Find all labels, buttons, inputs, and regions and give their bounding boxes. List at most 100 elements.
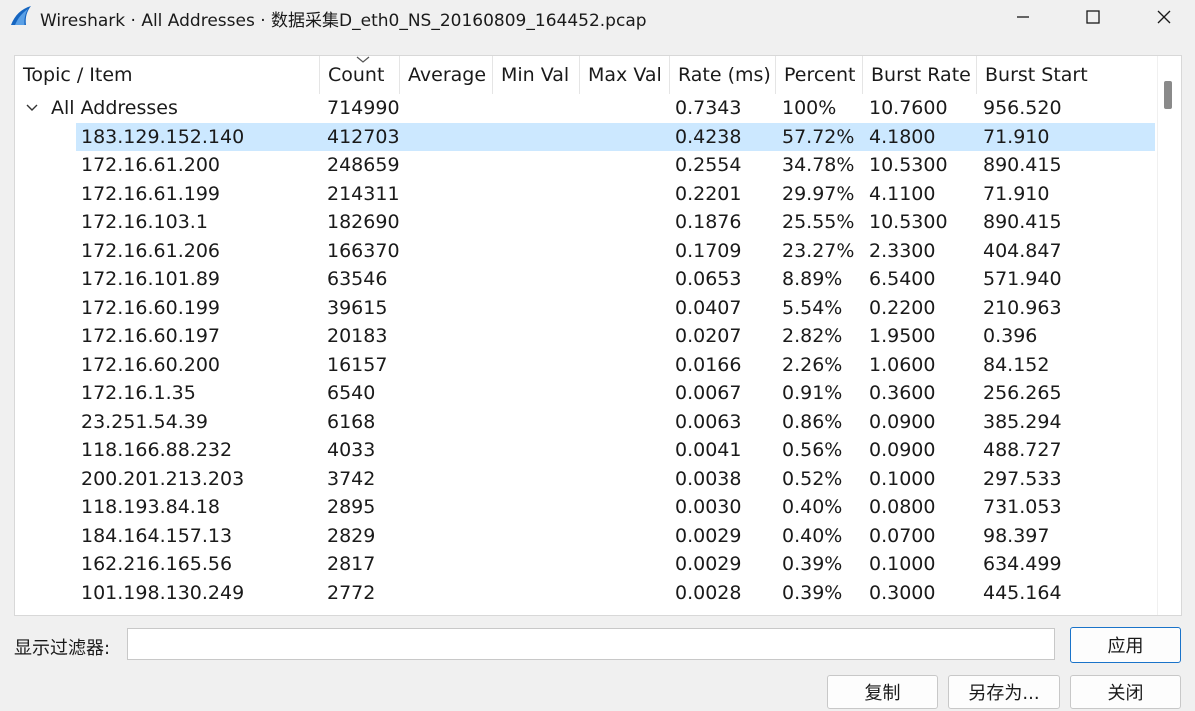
chevron-down-icon[interactable] xyxy=(25,101,39,115)
selection-highlight xyxy=(76,122,1155,151)
cell-burst-start: 488.727 xyxy=(983,439,1062,461)
table-row[interactable]: 101.198.130.249 2772 0.0028 0.39% 0.3000 445.… xyxy=(15,579,1155,608)
table-row[interactable]: 172.16.101.89 63546 0.0653 8.89% 6.5400 571.9… xyxy=(15,265,1155,294)
table-row[interactable]: 172.16.60.197 20183 0.0207 2.82% 1.9500 0.396 xyxy=(15,322,1155,351)
close-icon xyxy=(1157,10,1171,24)
column-header-average[interactable]: Average xyxy=(400,56,493,94)
column-header-burst-rate[interactable]: Burst Rate xyxy=(863,56,977,94)
column-header-count[interactable]: Count xyxy=(320,56,400,94)
cell-percent: 0.39% xyxy=(782,553,843,575)
cell-count: 39615 xyxy=(327,296,388,319)
cell-burst-start: 571.940 xyxy=(983,268,1062,290)
cell-rate: 0.2554 xyxy=(675,154,742,176)
cell-count: 63546 xyxy=(327,268,388,290)
cell-topic: 23.251.54.39 xyxy=(81,410,208,433)
cell-percent: 0.40% xyxy=(782,496,843,518)
table-row[interactable]: 184.164.157.13 2829 0.0029 0.40% 0.0700 98.39… xyxy=(15,522,1155,551)
cell-burst-start: 71.910 xyxy=(983,125,1050,148)
column-header-percent[interactable]: Percent xyxy=(776,56,863,94)
cell-count: 248659 xyxy=(327,154,400,176)
cell-burst-rate: 10.7600 xyxy=(869,97,948,119)
close-button[interactable]: 关闭 xyxy=(1070,675,1181,709)
table-row[interactable]: 172.16.61.206 166370 0.1709 23.27% 2.3300 404… xyxy=(15,237,1155,266)
cell-burst-rate: 0.3600 xyxy=(869,382,936,404)
cell-burst-start: 0.396 xyxy=(983,325,1038,347)
column-header-topic[interactable]: Topic / Item xyxy=(15,56,320,94)
table-row[interactable]: 172.16.61.200 248659 0.2554 34.78% 10.5300 89… xyxy=(15,151,1155,180)
cell-percent: 0.39% xyxy=(782,581,843,604)
save-as-button[interactable]: 另存为... xyxy=(948,675,1060,709)
cell-count: 16157 xyxy=(327,353,388,376)
cell-burst-rate: 1.0600 xyxy=(869,353,936,376)
cell-topic: 172.16.60.199 xyxy=(81,296,221,319)
cell-burst-rate: 0.0700 xyxy=(869,524,936,547)
cell-topic: 118.193.84.18 xyxy=(81,496,221,518)
close-window-button[interactable] xyxy=(1141,0,1187,34)
table-row[interactable]: 23.251.54.39 6168 0.0063 0.86% 0.0900 385.294 xyxy=(15,408,1155,437)
cell-rate: 0.1876 xyxy=(675,211,742,233)
cell-rate: 0.0063 xyxy=(675,410,742,433)
table-row[interactable]: 172.16.60.200 16157 0.0166 2.26% 1.0600 84.15… xyxy=(15,351,1155,380)
scrollbar-thumb[interactable] xyxy=(1164,81,1172,109)
cell-rate: 0.0653 xyxy=(675,268,742,290)
maximize-icon xyxy=(1086,10,1100,24)
cell-percent: 0.91% xyxy=(782,382,843,404)
cell-percent: 2.82% xyxy=(782,325,843,347)
cell-rate: 0.0029 xyxy=(675,553,742,575)
cell-rate: 0.7343 xyxy=(675,97,742,119)
vertical-scrollbar[interactable] xyxy=(1157,56,1181,615)
table-row[interactable]: 172.16.60.199 39615 0.0407 5.54% 0.2200 210.9… xyxy=(15,294,1155,323)
cell-burst-rate: 0.0900 xyxy=(869,410,936,433)
copy-button[interactable]: 复制 xyxy=(827,675,938,709)
cell-rate: 0.0207 xyxy=(675,325,742,347)
apply-button[interactable]: 应用 xyxy=(1070,627,1181,663)
table-row[interactable]: 118.166.88.232 4033 0.0041 0.56% 0.0900 488.7… xyxy=(15,436,1155,465)
cell-burst-start: 210.963 xyxy=(983,296,1062,319)
table-row[interactable]: 172.16.1.35 6540 0.0067 0.91% 0.3600 256.265 xyxy=(15,379,1155,408)
cell-rate: 0.0067 xyxy=(675,382,742,404)
table-row[interactable]: 183.129.152.140 412703 0.4238 57.72% 4.1800 7… xyxy=(15,122,1155,151)
table-row[interactable]: 200.201.213.203 3742 0.0038 0.52% 0.1000 297.… xyxy=(15,465,1155,494)
cell-rate: 0.0028 xyxy=(675,581,742,604)
cell-topic: 172.16.103.1 xyxy=(81,211,208,233)
cell-percent: 0.86% xyxy=(782,410,843,433)
table-header: Topic / Item Count Average Min Val Max V… xyxy=(15,56,1155,94)
table-row[interactable]: 118.193.84.18 2895 0.0030 0.40% 0.0800 731.05… xyxy=(15,493,1155,522)
cell-percent: 2.26% xyxy=(782,353,843,376)
cell-count: 214311 xyxy=(327,182,400,205)
column-header-burst-start[interactable]: Burst Start xyxy=(985,64,1088,86)
cell-burst-rate: 0.1000 xyxy=(869,467,936,490)
cell-burst-rate: 6.5400 xyxy=(869,268,936,290)
cell-topic: 184.164.157.13 xyxy=(81,524,233,547)
cell-burst-rate: 0.1000 xyxy=(869,553,936,575)
maximize-button[interactable] xyxy=(1070,0,1116,34)
cell-rate: 0.0166 xyxy=(675,353,742,376)
column-header-max-val[interactable]: Max Val xyxy=(580,56,670,94)
cell-topic: All Addresses xyxy=(51,97,178,119)
column-header-min-val[interactable]: Min Val xyxy=(493,56,580,94)
cell-burst-start: 84.152 xyxy=(983,353,1050,376)
cell-burst-rate: 0.0800 xyxy=(869,496,936,518)
cell-count: 3742 xyxy=(327,467,376,490)
minimize-icon xyxy=(1017,16,1029,18)
cell-rate: 0.0029 xyxy=(675,524,742,547)
cell-burst-start: 297.533 xyxy=(983,467,1062,490)
table-row-root[interactable]: All Addresses 714990 0.7343 100% 10.7600… xyxy=(15,94,1155,123)
table-row[interactable]: 172.16.103.1 182690 0.1876 25.55% 10.5300 890… xyxy=(15,208,1155,237)
cell-burst-rate: 2.3300 xyxy=(869,239,936,262)
cell-burst-start: 890.415 xyxy=(983,211,1062,233)
minimize-button[interactable] xyxy=(1000,0,1046,34)
cell-count: 2817 xyxy=(327,553,376,575)
cell-burst-start: 71.910 xyxy=(983,182,1050,205)
column-header-rate[interactable]: Rate (ms) xyxy=(670,56,776,94)
table-row[interactable]: 162.216.165.56 2817 0.0029 0.39% 0.1000 634.4… xyxy=(15,550,1155,579)
cell-burst-rate: 10.5300 xyxy=(869,154,948,176)
cell-burst-start: 634.499 xyxy=(983,553,1062,575)
wireshark-fin-icon xyxy=(11,6,31,25)
stats-table[interactable]: Topic / Item Count Average Min Val Max V… xyxy=(14,55,1182,616)
cell-topic: 172.16.61.199 xyxy=(81,182,221,205)
table-row[interactable]: 172.16.61.199 214311 0.2201 29.97% 4.1100 71.… xyxy=(15,180,1155,209)
cell-count: 6540 xyxy=(327,382,376,404)
cell-percent: 29.97% xyxy=(782,182,855,205)
display-filter-input[interactable] xyxy=(127,628,1055,660)
